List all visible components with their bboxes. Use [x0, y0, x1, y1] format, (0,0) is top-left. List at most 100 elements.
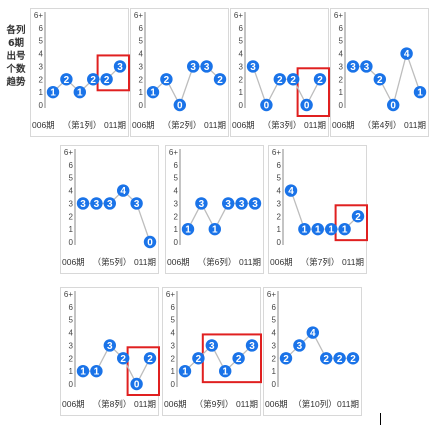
data-point: [325, 222, 338, 236]
y-tick-label: 6+: [234, 11, 243, 20]
data-label: 3: [250, 62, 256, 73]
panel-border: [60, 145, 159, 274]
series-line: [290, 190, 359, 230]
data-point: [300, 98, 313, 112]
y-tick-label: 1: [69, 367, 74, 376]
data-point: [90, 197, 103, 210]
y-tick-label: 4: [69, 187, 74, 196]
data-label: 1: [328, 225, 334, 236]
y-tick-label: 3: [139, 62, 144, 71]
y-tick-label: 6+: [166, 290, 175, 299]
y-tick-label: 1: [69, 225, 74, 234]
y-tick-label: 6: [272, 303, 277, 312]
y-tick-label: 2: [69, 354, 74, 363]
data-point: [298, 222, 311, 236]
data-point: [76, 197, 90, 210]
y-tick-label: 5: [171, 316, 176, 325]
data-point: [351, 210, 365, 223]
highlight-box: [126, 346, 160, 396]
data-point: [311, 222, 324, 236]
y-tick-label: 2: [39, 75, 44, 84]
y-tick-label: 3: [277, 199, 282, 208]
y-tick-label: 6+: [64, 290, 73, 299]
y-tick-label: 4: [339, 50, 344, 59]
y-tick-label: 3: [272, 341, 277, 350]
data-point: [192, 352, 205, 365]
y-tick-label: 2: [339, 75, 344, 84]
data-label: 2: [196, 354, 202, 365]
data-point: [103, 197, 116, 210]
data-point: [273, 73, 286, 86]
y-tick-label: 1: [277, 225, 282, 234]
data-point: [346, 60, 360, 73]
data-point: [235, 197, 248, 210]
data-label: 2: [377, 75, 383, 86]
y-tick-label: 1: [39, 88, 44, 97]
data-label: 0: [147, 238, 153, 249]
footer-start: 006期: [62, 257, 85, 267]
footer-end: 011期: [304, 120, 326, 130]
y-tick-label: 5: [69, 174, 74, 183]
y-tick-label: 5: [339, 37, 344, 46]
y-tick-label: 2: [171, 354, 176, 363]
y-tick-label: 0: [69, 380, 74, 389]
data-point: [360, 60, 373, 73]
footer-end: 011期: [236, 399, 258, 409]
data-label: 2: [217, 75, 223, 86]
data-point: [293, 339, 306, 352]
y-tick-label: 2: [239, 75, 244, 84]
y-tick-label: 4: [139, 50, 144, 59]
y-tick-label: 5: [39, 37, 44, 46]
side-title: 各列6期出号个数趋势: [6, 25, 26, 88]
y-tick-label: 4: [239, 50, 244, 59]
y-tick-label: 0: [239, 101, 244, 110]
y-tick-label: 0: [272, 380, 277, 389]
data-label: 3: [134, 199, 140, 210]
footer-end: 011期: [337, 399, 359, 409]
data-point: [160, 73, 173, 86]
data-label: 2: [337, 354, 343, 365]
data-label: 2: [350, 354, 356, 365]
y-tick-label: 4: [69, 329, 74, 338]
footer-start: 006期: [265, 399, 288, 409]
data-point: [213, 73, 227, 86]
y-tick-label: 4: [272, 329, 277, 338]
data-point: [246, 60, 260, 73]
y-tick-label: 2: [139, 75, 144, 84]
data-label: 1: [315, 225, 321, 236]
footer-end: 011期: [342, 257, 364, 267]
data-point: [113, 60, 127, 73]
y-tick-label: 6+: [64, 148, 73, 157]
data-point: [219, 364, 232, 378]
data-point: [248, 197, 262, 210]
data-label: 3: [364, 62, 370, 73]
footer-end: 011期: [204, 120, 226, 130]
y-tick-label: 4: [277, 187, 282, 196]
y-tick-label: 6+: [134, 11, 143, 20]
y-tick-label: 6: [239, 24, 244, 33]
y-tick-label: 3: [69, 199, 74, 208]
data-label: 4: [310, 328, 316, 339]
y-tick-label: 1: [272, 367, 277, 376]
data-label: 0: [390, 101, 396, 112]
y-tick-label: 6: [174, 161, 179, 170]
data-point: [400, 47, 413, 60]
y-tick-label: 0: [277, 238, 282, 247]
y-tick-label: 5: [69, 316, 74, 325]
y-tick-label: 2: [272, 354, 277, 363]
y-tick-label: 1: [171, 367, 176, 376]
data-point: [143, 352, 157, 365]
y-tick-label: 5: [272, 316, 277, 325]
chart-title: （第4列）: [363, 120, 402, 130]
data-point: [222, 197, 235, 210]
data-point: [76, 364, 90, 378]
chart-title: （第8列）: [93, 399, 132, 409]
y-tick-label: 2: [174, 212, 179, 221]
panel-border: [330, 8, 429, 137]
data-point: [205, 339, 218, 352]
